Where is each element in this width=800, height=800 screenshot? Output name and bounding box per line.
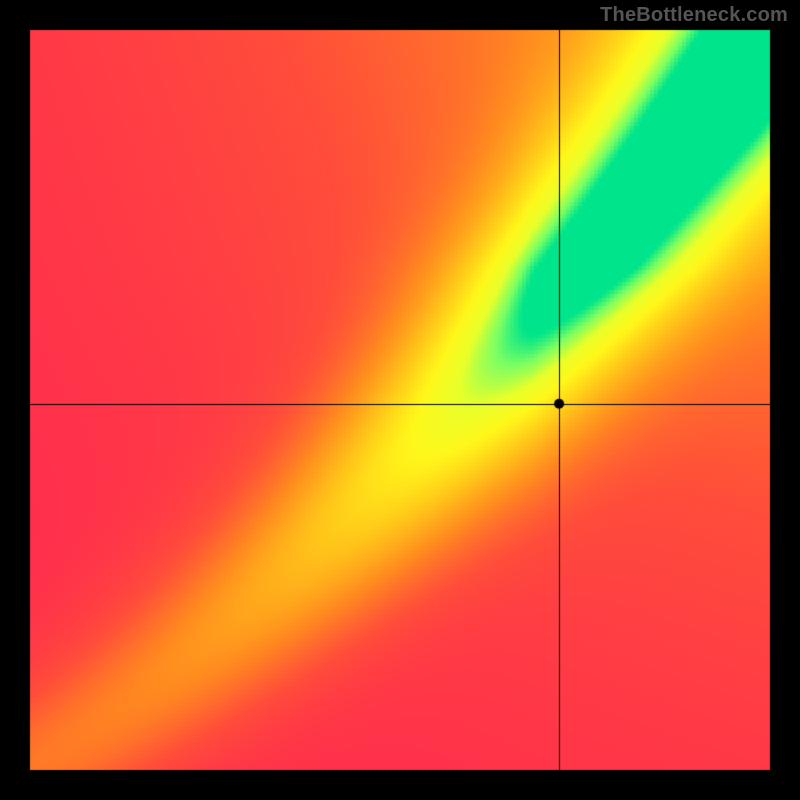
watermark-text: TheBottleneck.com — [600, 4, 788, 27]
bottleneck-heatmap — [0, 0, 800, 800]
chart-container: TheBottleneck.com — [0, 0, 800, 800]
